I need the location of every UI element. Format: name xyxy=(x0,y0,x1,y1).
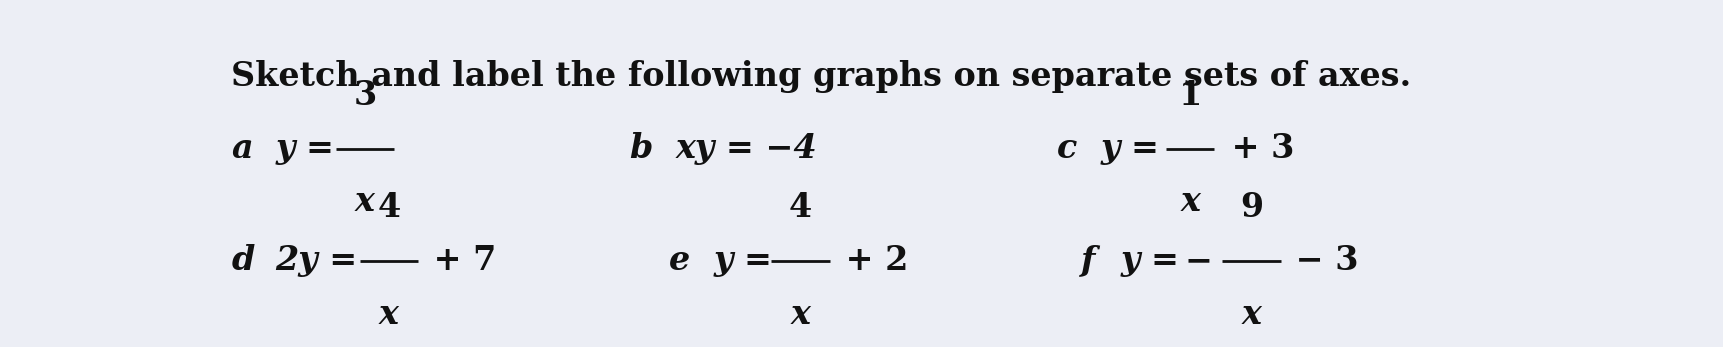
Text: y =: y = xyxy=(1120,244,1180,277)
Text: xy = −4: xy = −4 xyxy=(675,132,818,165)
Text: 1: 1 xyxy=(1179,78,1203,112)
Text: b: b xyxy=(629,132,653,165)
Text: x: x xyxy=(1242,298,1261,331)
Text: x: x xyxy=(355,185,376,219)
Text: −: − xyxy=(1185,244,1213,277)
Text: 4: 4 xyxy=(789,191,812,224)
Text: x: x xyxy=(379,298,400,331)
Text: x: x xyxy=(791,298,810,331)
Text: y =: y = xyxy=(713,244,772,277)
Text: 9: 9 xyxy=(1241,191,1263,224)
Text: x: x xyxy=(1180,185,1201,219)
Text: + 7: + 7 xyxy=(422,244,496,277)
Text: + 2: + 2 xyxy=(834,244,908,277)
Text: 4: 4 xyxy=(377,191,400,224)
Text: Sketch and label the following graphs on separate sets of axes.: Sketch and label the following graphs on… xyxy=(231,60,1411,93)
Text: e: e xyxy=(670,244,691,277)
Text: a: a xyxy=(231,132,253,165)
Text: f: f xyxy=(1080,244,1096,277)
Text: d: d xyxy=(231,244,255,277)
Text: 3: 3 xyxy=(353,78,377,112)
Text: y =: y = xyxy=(276,132,334,165)
Text: 2y =: 2y = xyxy=(276,244,358,277)
Text: y =: y = xyxy=(1101,132,1160,165)
Text: − 3: − 3 xyxy=(1284,244,1358,277)
Text: + 3: + 3 xyxy=(1220,132,1294,165)
Text: c: c xyxy=(1056,132,1077,165)
